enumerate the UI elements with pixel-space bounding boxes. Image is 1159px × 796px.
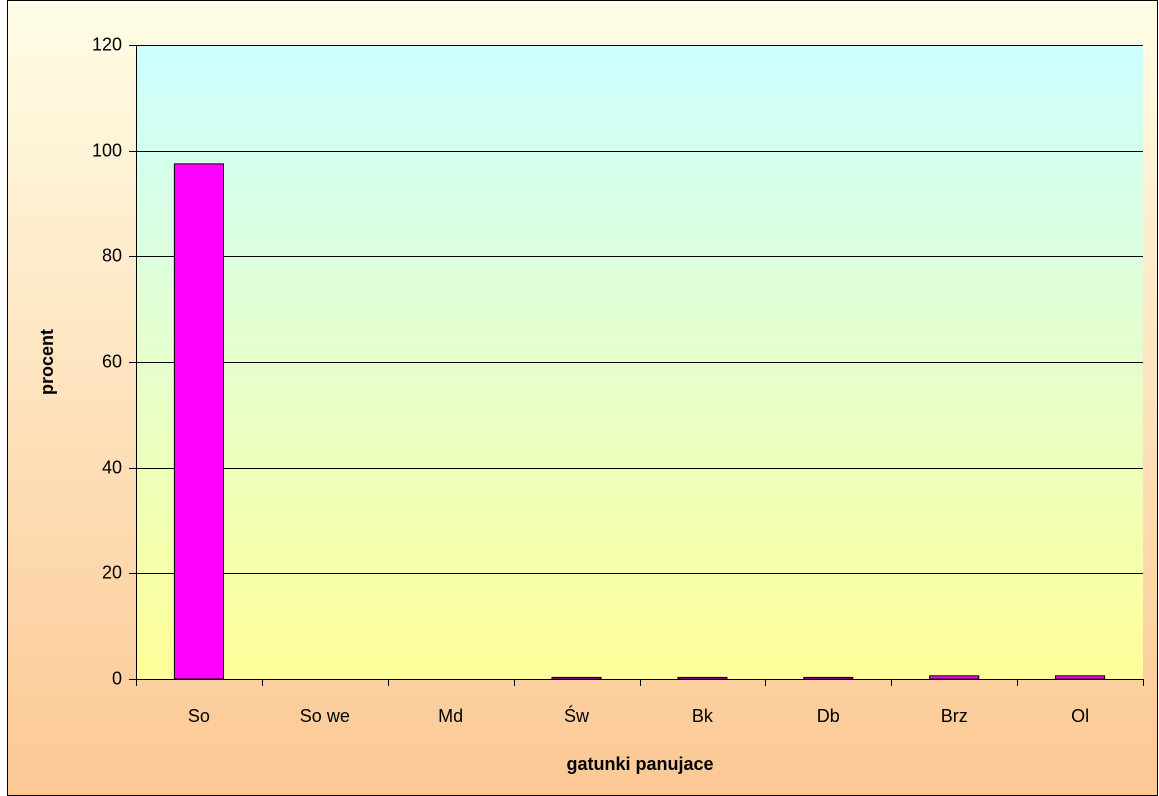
x-tick-label: So [188, 706, 210, 726]
y-tick-label: 100 [92, 140, 122, 160]
y-tick-label: 60 [102, 351, 122, 371]
x-tick-label: Db [817, 706, 840, 726]
bar [803, 676, 854, 680]
x-tick-label: Św [564, 705, 590, 726]
y-tick-label: 20 [102, 562, 122, 582]
y-tick-label: 0 [112, 668, 122, 688]
x-tick-label: So we [300, 706, 350, 726]
y-tick-label: 120 [92, 34, 122, 54]
x-tick-label: Ol [1071, 706, 1089, 726]
bar [929, 675, 980, 680]
bar [173, 163, 224, 680]
x-axis-title: gatunki panujace [566, 754, 713, 774]
x-tick-label: Brz [941, 706, 968, 726]
x-tick-label: Bk [692, 706, 714, 726]
y-axis-title: procent [37, 329, 57, 395]
y-tick-label: 40 [102, 457, 122, 477]
bar [677, 676, 728, 680]
bar [551, 676, 602, 680]
x-tick-label: Md [438, 706, 463, 726]
y-tick-label: 80 [102, 245, 122, 265]
bar [1055, 675, 1106, 680]
